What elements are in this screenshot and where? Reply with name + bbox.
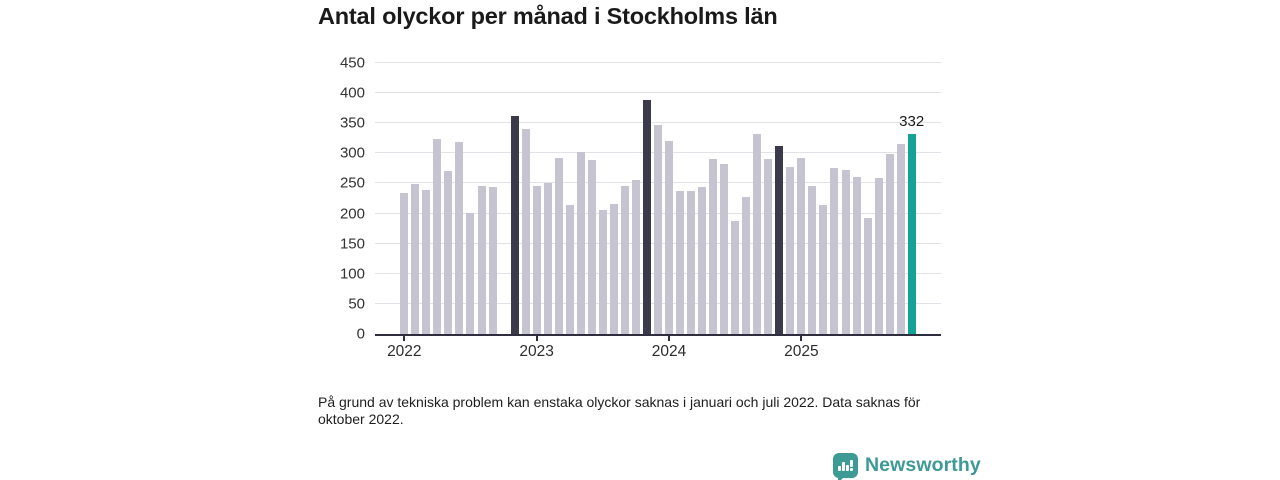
bar-2025-04 (830, 168, 839, 334)
newsworthy-bar-chart-bubble-icon (833, 453, 858, 480)
newsworthy-logo[interactable]: Newsworthy (833, 451, 981, 480)
y-tick-label-200: 200 (339, 205, 365, 223)
y-tick-label-0: 0 (356, 325, 365, 343)
bar-2025-11 (907, 134, 916, 334)
x-tick-2025 (800, 336, 803, 341)
bar-2025-03 (819, 204, 828, 334)
y-tick-label-450: 450 (339, 54, 365, 72)
bar-2023-10 (631, 180, 640, 334)
bar-2023-05 (576, 151, 585, 334)
bar-2022-01 (400, 193, 409, 334)
bar-2025-05 (841, 169, 850, 334)
plot-area: 2022 2023 2024 2025 332 (375, 62, 941, 360)
bar-2024-11 (775, 146, 784, 334)
gridline-450 (375, 62, 941, 63)
bar-2024-09 (753, 134, 762, 334)
x-tick-2024 (668, 336, 671, 341)
y-tick-label-150: 150 (339, 235, 365, 253)
newsworthy-wordmark: Newsworthy (865, 454, 981, 476)
y-tick-label-350: 350 (339, 114, 365, 132)
bar-2022-05 (444, 171, 453, 334)
bar-2024-03 (687, 191, 696, 334)
x-tick-label-2023: 2023 (519, 343, 554, 360)
bar-2022-09 (488, 187, 497, 334)
bar-2025-10 (896, 143, 905, 334)
bar-2023-03 (554, 157, 563, 334)
y-tick-label-250: 250 (339, 174, 365, 192)
bar-2022-02 (411, 184, 420, 334)
speech-bubble-tail (838, 477, 844, 480)
bar-2024-05 (709, 158, 718, 334)
y-tick-label-300: 300 (339, 144, 365, 162)
bar-2023-08 (609, 203, 618, 334)
y-axis-labels: 0 50 100 150 200 250 300 350 400 450 (300, 55, 365, 343)
bar-2024-10 (764, 159, 773, 334)
bar-2025-07 (863, 217, 872, 334)
bar-2022-11 (510, 116, 519, 334)
bar-2024-04 (698, 187, 707, 334)
bar-2023-01 (532, 185, 541, 334)
gridline-400 (375, 92, 941, 94)
x-tick-label-2024: 2024 (651, 343, 687, 360)
bar-2024-08 (742, 196, 751, 334)
footnote: På grund av tekniska problem kan enstaka… (318, 394, 921, 427)
bar-2023-06 (587, 159, 596, 334)
x-tick-2023 (535, 336, 538, 341)
bar-2025-08 (874, 178, 883, 334)
value-label-latest: 332 (899, 113, 925, 131)
y-tick-label-400: 400 (339, 84, 365, 102)
y-tick-label-100: 100 (339, 265, 365, 283)
gridline-350 (375, 122, 941, 124)
bar-2022-04 (433, 139, 442, 334)
bar-2023-11 (642, 100, 651, 334)
bar-2024-01 (665, 140, 674, 334)
bar-2022-06 (455, 141, 464, 334)
chart-title: Antal olyckor per månad i Stockholms län (318, 3, 778, 29)
bar-2022-07 (466, 212, 475, 334)
bar-2025-09 (885, 153, 894, 334)
bar-2022-03 (422, 190, 431, 334)
x-tick-2022 (403, 336, 406, 341)
bar-2023-09 (620, 186, 629, 334)
bar-2024-06 (720, 164, 729, 334)
x-tick-label-2022: 2022 (387, 343, 422, 360)
bar-2025-02 (808, 185, 817, 334)
bar-2025-01 (797, 158, 806, 334)
bar-2022-12 (521, 128, 530, 334)
x-tick-label-2025: 2025 (784, 343, 819, 360)
y-tick-label-50: 50 (348, 295, 365, 313)
bar-2025-06 (852, 177, 861, 334)
bar-2023-07 (598, 209, 607, 334)
bar-2023-04 (565, 205, 574, 334)
bar-2022-08 (477, 186, 486, 334)
bar-2024-02 (676, 190, 685, 334)
bar-2024-07 (731, 220, 740, 334)
bar-2023-02 (543, 183, 552, 334)
bar-2023-12 (653, 125, 662, 334)
bar-2024-12 (786, 166, 795, 334)
